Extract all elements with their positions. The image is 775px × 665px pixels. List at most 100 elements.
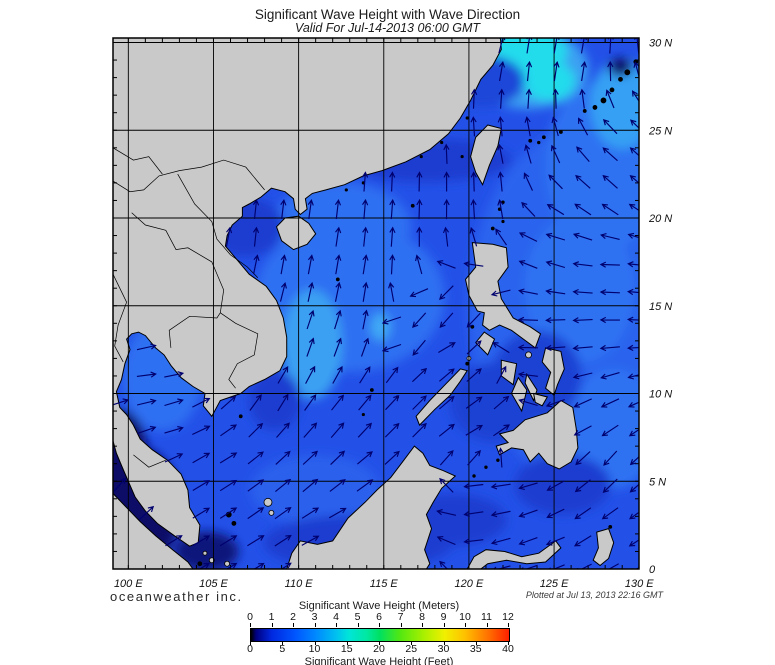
wave-arrow [439, 285, 454, 300]
wave-arrow [306, 309, 315, 330]
lon-tick-label: 130 E [625, 578, 654, 590]
country-border-line [177, 173, 259, 278]
wave-arrow [219, 535, 238, 547]
wave-arrow [279, 282, 287, 302]
wave-height-patch [282, 289, 343, 400]
islet [541, 135, 546, 140]
wave-arrow [165, 535, 183, 547]
meters-tick-label: 4 [333, 611, 339, 623]
wave-arrow [304, 394, 317, 411]
wave-arrow [633, 61, 639, 79]
wave-arrow [332, 365, 343, 384]
wave-arrow [545, 232, 566, 241]
wave-arrow [248, 422, 264, 438]
wave-arrow [361, 171, 369, 192]
wave-height-patch [370, 312, 391, 341]
islet [197, 561, 203, 567]
wave-arrow [357, 451, 373, 465]
feet-tick-mark [314, 641, 316, 645]
country-border-line [113, 147, 163, 175]
wave-arrow [164, 398, 184, 407]
legend-title-meters: Significant Wave Height (Meters) [298, 600, 460, 612]
islet [440, 140, 444, 145]
wave-arrow [443, 171, 450, 192]
wave-arrow [627, 373, 639, 380]
wave-height-patch [514, 454, 611, 515]
islet [465, 361, 470, 366]
feet-tick-mark [282, 641, 284, 645]
meters-tick-label: 7 [397, 611, 404, 623]
meters-tick-mark [379, 623, 380, 627]
wave-arrow [602, 147, 618, 162]
wave-arrow [578, 117, 589, 136]
wave-arrow [470, 116, 477, 137]
islet [263, 497, 273, 507]
wave-arrow [443, 143, 450, 164]
wave-arrow [517, 371, 538, 378]
islet [208, 557, 215, 564]
wave-arrow [626, 316, 639, 323]
wave-arrow [439, 395, 455, 410]
wave-arrow [384, 422, 400, 438]
wave-arrow [301, 535, 320, 546]
wave-arrow [276, 422, 290, 438]
feet-tick-mark [508, 641, 509, 645]
land-luzon [464, 242, 542, 349]
wave-arrow [572, 288, 593, 296]
wave-arrow [465, 424, 484, 436]
legend-title-feet: Significant Wave Height (Feet) [304, 656, 454, 665]
wave-arrow [490, 289, 511, 297]
wave-arrow [599, 344, 620, 352]
wave-arrow [545, 399, 565, 408]
feet-tick-label: 25 [405, 643, 418, 655]
wave-arrow [252, 226, 260, 247]
wave-arrow [362, 226, 369, 247]
feet-tick-label: 5 [279, 643, 286, 655]
wave-arrow [220, 395, 237, 410]
feet-tick-label: 10 [308, 643, 321, 655]
land-taiwan [470, 124, 502, 186]
lat-tick-label: 25 N [648, 125, 672, 137]
land-hainan [275, 215, 317, 251]
wave-arrow [599, 316, 620, 324]
wave-arrow [192, 535, 211, 547]
land-mindoro [475, 331, 496, 356]
wave-arrow [275, 478, 292, 493]
wave-arrow [470, 198, 477, 220]
meters-tick-label: 2 [290, 611, 296, 623]
meters-tick-mark [400, 623, 402, 627]
wave-arrow [164, 426, 184, 434]
islet [582, 109, 587, 113]
lat-tick-label: 20 N [648, 213, 672, 225]
islet [361, 412, 365, 417]
wave-arrow [249, 394, 262, 411]
map-valid-time: Valid For Jul-14-2013 06:00 GMT [294, 21, 481, 35]
wave-arrow [192, 425, 211, 436]
wave-arrow [496, 365, 507, 384]
wave-arrow [463, 538, 484, 545]
wave-arrow [599, 289, 620, 296]
wave-arrow [247, 535, 265, 547]
wave-arrow [518, 509, 538, 518]
lon-tick-label: 105 E [199, 578, 228, 590]
meters-tick-mark [293, 623, 294, 627]
wave-arrow [466, 340, 482, 355]
wave-arrow [330, 422, 345, 438]
wave-arrow [627, 401, 639, 408]
wave-arrow [497, 171, 504, 192]
wave-arrow [546, 480, 565, 491]
wave-arrow [524, 144, 532, 164]
wave-arrow [573, 425, 592, 436]
wave-arrow [136, 343, 157, 351]
wave-arrow [630, 119, 639, 129]
wave-arrow [601, 424, 619, 437]
wave-arrow [416, 226, 423, 247]
wave-arrow [463, 483, 484, 490]
islet [202, 550, 208, 556]
wave-arrow [302, 478, 319, 493]
islet [624, 69, 631, 76]
wave-height-patch [524, 213, 635, 364]
wave-arrow [303, 422, 318, 438]
wave-arrow [389, 254, 396, 275]
wave-arrow [628, 539, 639, 547]
